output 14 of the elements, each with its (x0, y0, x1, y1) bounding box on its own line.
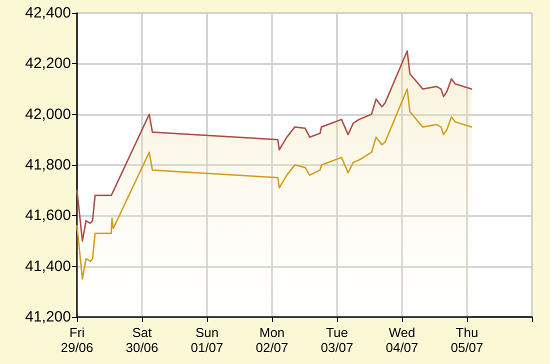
y-tick-label: 42,200 (25, 55, 71, 72)
y-tick-label: 41,600 (25, 207, 71, 224)
y-tick-label: 42,000 (25, 106, 71, 123)
x-tick-label: Sat 30/06 (126, 325, 158, 355)
x-tick-label: Sun 01/07 (190, 325, 224, 355)
y-tick-label: 42,400 (25, 4, 71, 22)
x-tick-label: Fri 29/06 (60, 325, 94, 355)
x-tick-label: Wed 04/07 (386, 325, 418, 355)
y-tick-label: 41,200 (25, 308, 71, 326)
x-tick-label: Tue 03/07 (320, 325, 354, 355)
y-tick-label: 41,400 (25, 258, 71, 275)
y-tick-label: 41,800 (25, 156, 71, 174)
x-tick-label: Mon 02/07 (256, 325, 288, 355)
x-tick-label: Thu 05/07 (450, 325, 484, 355)
